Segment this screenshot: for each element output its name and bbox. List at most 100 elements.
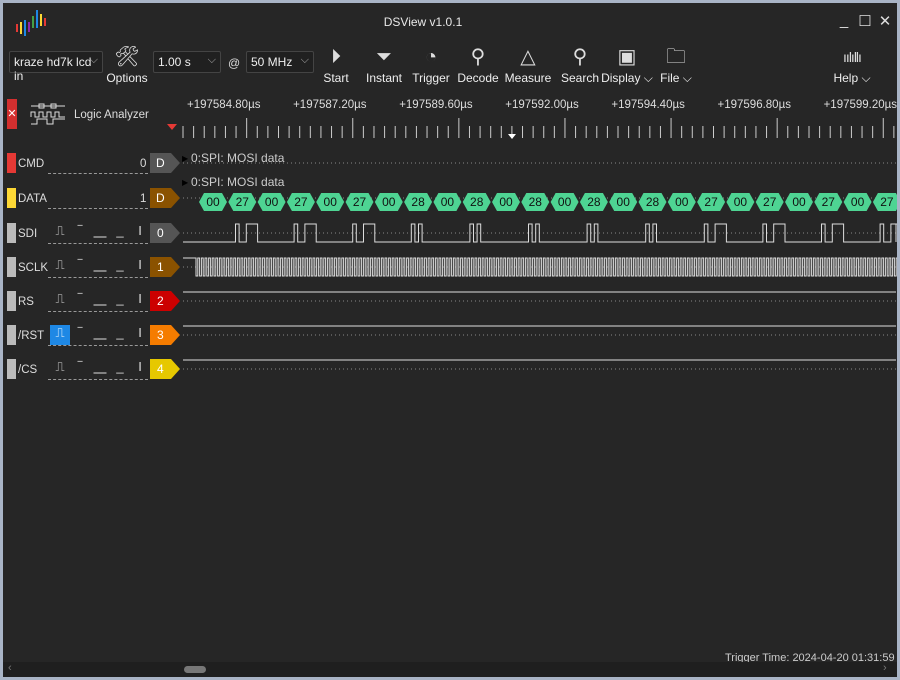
device-select[interactable]: kraze hd7k lcd in ⌵ [9, 51, 103, 83]
decoded-byte-cell [609, 193, 638, 211]
channel-color-bar[interactable] [7, 359, 16, 379]
trigger-option-button[interactable]: ⎍ [55, 359, 65, 374]
trigger-option-button[interactable]: ⎍ [55, 257, 65, 272]
decode-icon: ⚲ [470, 46, 486, 68]
start-button[interactable]: ⏵ Start [308, 43, 364, 85]
decode-button[interactable]: ⚲ Decode [450, 43, 506, 85]
trigger-option-button[interactable]: ‾ [77, 359, 83, 374]
row-color-bar[interactable] [7, 153, 16, 173]
trigger-option-button[interactable]: ⎽ [93, 359, 107, 374]
trigger-option-button[interactable]: _ [116, 291, 124, 306]
decoder-badge[interactable]: D [150, 188, 180, 208]
display-button[interactable]: ▣ Display ⌵ [599, 43, 655, 86]
trigger-label: Trigger [412, 71, 450, 85]
trigger-option-button[interactable]: ⎍ [50, 325, 70, 345]
trigger-option-button[interactable]: I [138, 223, 142, 238]
decoded-byte-label: 28 [587, 195, 601, 209]
decoded-byte-cell [843, 193, 872, 211]
trigger-option-button[interactable]: _ [116, 257, 124, 272]
measure-label: Measure [504, 71, 552, 85]
ruler-tick-label: +197599.20µs [823, 99, 897, 111]
channel-color-bar[interactable] [7, 223, 16, 243]
scroll-left-icon[interactable]: ‹ [8, 662, 12, 674]
scroll-right-icon[interactable]: › [883, 662, 887, 674]
device-value: kraze hd7k lcd in [14, 55, 92, 83]
instant-button[interactable]: ⏷ Instant [356, 43, 412, 85]
trigger-option-button[interactable]: ⎍ [55, 291, 65, 306]
measure-icon: △ [520, 46, 536, 68]
minimize-button[interactable]: _ [839, 12, 849, 29]
decoded-byte-label: 28 [529, 195, 543, 209]
trigger-option-button[interactable]: I [138, 291, 142, 306]
trigger-option-button[interactable]: ⎽ [93, 291, 107, 306]
expand-icon[interactable]: ▶ [182, 178, 189, 187]
decoder-annotation: 0:SPI: MOSI data [191, 151, 285, 165]
decoded-byte-label: 00 [851, 195, 865, 209]
decoded-byte-cell [667, 193, 696, 211]
decoded-byte-label: 00 [382, 195, 396, 209]
scrollbar-thumb[interactable] [184, 666, 206, 673]
trigger-option-button[interactable]: _ [116, 359, 124, 374]
search-icon: ⚲ [572, 46, 588, 68]
row-color-bar[interactable] [7, 188, 16, 208]
file-button[interactable]: 🗀 File ⌵ [648, 43, 704, 86]
decoded-byte-cell [579, 193, 608, 211]
channel-name: SCLK [18, 262, 49, 274]
trigger-option-button[interactable]: _ [116, 223, 124, 238]
trigger-option-button[interactable]: I [138, 257, 142, 272]
divider [48, 173, 148, 174]
close-button[interactable]: ✕ [878, 13, 892, 30]
duration-select[interactable]: 1.00 s ⌵ [153, 51, 221, 73]
decoded-byte-label: 28 [411, 195, 425, 209]
trigger-option-button[interactable]: I [138, 325, 142, 340]
decoded-byte-cell [462, 193, 491, 211]
decoded-byte-label: 00 [792, 195, 806, 209]
trigger-marker-icon [167, 124, 177, 130]
channel-color-bar[interactable] [7, 291, 16, 311]
decoded-byte-cell [433, 193, 462, 211]
samplerate-select[interactable]: 50 MHz ⌵ [246, 51, 314, 73]
time-ruler[interactable] [3, 118, 897, 143]
divider [48, 208, 148, 209]
trigger-option-button[interactable]: ⎽ [93, 325, 107, 340]
divider [48, 345, 148, 346]
duration-value: 1.00 s [158, 55, 191, 69]
decoded-byte-cell [697, 193, 726, 211]
options-button[interactable]: 🛠 Options [99, 43, 155, 85]
divider [48, 277, 148, 278]
expand-icon[interactable]: ▶ [182, 154, 189, 163]
trigger-option-button[interactable]: ⎽ [93, 257, 107, 272]
logic-analyzer-icon [30, 103, 65, 125]
channel-color-bar[interactable] [7, 325, 16, 345]
channel-color-bar[interactable] [7, 257, 16, 277]
trigger-option-button[interactable]: ‾ [77, 223, 83, 238]
waveform-area[interactable]: 00 27 00 27 00 27 00 28 00 28 00 28 00 28 00 28 00 27 00 27… [3, 143, 897, 393]
trigger-button[interactable]: ◔ Trigger [403, 43, 459, 85]
horizontal-scrollbar[interactable]: ‹ › [3, 662, 897, 677]
search-button[interactable]: ⚲ Search [552, 43, 608, 85]
trigger-option-button[interactable]: ‾ [77, 257, 83, 272]
decoded-byte-label: 28 [646, 195, 660, 209]
decoded-byte-label: 00 [441, 195, 455, 209]
channel-badge[interactable]: 2 [150, 291, 180, 311]
decoded-byte-label: 00 [265, 195, 279, 209]
sdi-waveform [183, 223, 897, 243]
trigger-option-button[interactable]: ⎽ [93, 223, 107, 238]
channel-badge[interactable]: 1 [150, 257, 180, 277]
trigger-option-button[interactable]: ‾ [77, 325, 83, 340]
channel-badge[interactable]: 4 [150, 359, 180, 379]
channel-badge[interactable]: 3 [150, 325, 180, 345]
trigger-option-button[interactable]: ‾ [77, 291, 83, 306]
divider [48, 379, 148, 380]
help-button[interactable]: ıılıllı Help ⌵ [824, 43, 880, 86]
trigger-option-button[interactable]: _ [116, 325, 124, 340]
decoded-byte-cell [755, 193, 784, 211]
trigger-option-button[interactable]: I [138, 359, 142, 374]
close-panel-button[interactable]: ✕ [7, 99, 17, 129]
channel-badge[interactable]: 0 [150, 223, 180, 243]
chevron-down-icon: ⌵ [89, 54, 98, 66]
maximize-button[interactable]: ☐ [858, 13, 872, 30]
decoder-badge[interactable]: D [150, 153, 180, 173]
trigger-option-button[interactable]: ⎍ [55, 223, 65, 238]
measure-button[interactable]: △ Measure [500, 43, 556, 85]
